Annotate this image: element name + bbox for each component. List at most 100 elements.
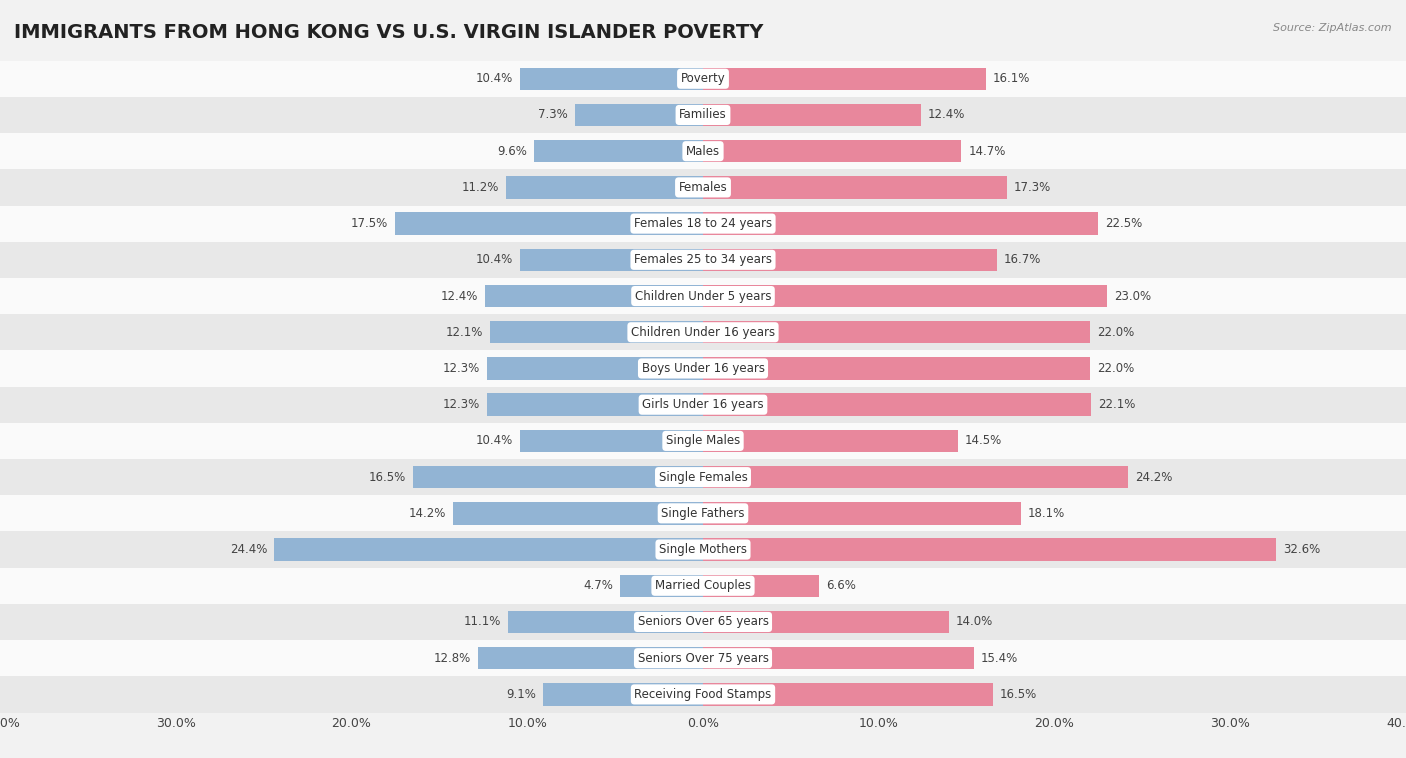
Text: 6.6%: 6.6% <box>827 579 856 592</box>
Text: Males: Males <box>686 145 720 158</box>
Text: 16.5%: 16.5% <box>368 471 406 484</box>
Text: 11.1%: 11.1% <box>464 615 501 628</box>
Text: Boys Under 16 years: Boys Under 16 years <box>641 362 765 375</box>
Bar <box>0 242 1406 278</box>
Text: 24.2%: 24.2% <box>1136 471 1173 484</box>
Bar <box>703 647 973 669</box>
Text: 14.0%: 14.0% <box>956 615 993 628</box>
Text: 14.5%: 14.5% <box>965 434 1002 447</box>
Bar <box>703 176 1007 199</box>
Bar <box>703 249 997 271</box>
Bar <box>485 285 703 307</box>
Bar <box>0 423 1406 459</box>
Bar <box>0 387 1406 423</box>
Text: 17.3%: 17.3% <box>1014 181 1052 194</box>
Text: 11.2%: 11.2% <box>461 181 499 194</box>
Text: 22.1%: 22.1% <box>1098 398 1136 411</box>
Bar <box>0 350 1406 387</box>
Text: Females 25 to 34 years: Females 25 to 34 years <box>634 253 772 266</box>
Text: 24.4%: 24.4% <box>229 543 267 556</box>
Bar <box>703 683 993 706</box>
Text: 14.2%: 14.2% <box>409 507 447 520</box>
Bar <box>0 640 1406 676</box>
Text: 12.8%: 12.8% <box>434 652 471 665</box>
Text: Females 18 to 24 years: Females 18 to 24 years <box>634 217 772 230</box>
Text: 12.3%: 12.3% <box>443 362 479 375</box>
Bar <box>478 647 703 669</box>
Text: 18.1%: 18.1% <box>1028 507 1066 520</box>
Text: Girls Under 16 years: Girls Under 16 years <box>643 398 763 411</box>
Text: Children Under 5 years: Children Under 5 years <box>634 290 772 302</box>
Bar <box>703 321 1090 343</box>
Bar <box>703 393 1091 416</box>
Bar <box>413 466 703 488</box>
Text: Single Mothers: Single Mothers <box>659 543 747 556</box>
Text: 32.6%: 32.6% <box>1282 543 1320 556</box>
Bar <box>506 176 703 199</box>
Text: 10.4%: 10.4% <box>477 72 513 85</box>
Bar <box>620 575 703 597</box>
Bar <box>0 495 1406 531</box>
Bar <box>520 430 703 452</box>
Text: 10.4%: 10.4% <box>477 434 513 447</box>
Bar <box>703 104 921 126</box>
Bar <box>703 538 1277 561</box>
Bar <box>703 575 818 597</box>
Text: 12.4%: 12.4% <box>440 290 478 302</box>
Bar <box>520 67 703 90</box>
Text: 23.0%: 23.0% <box>1114 290 1152 302</box>
Text: 16.1%: 16.1% <box>993 72 1031 85</box>
Text: Seniors Over 65 years: Seniors Over 65 years <box>637 615 769 628</box>
Bar <box>0 169 1406 205</box>
Text: Receiving Food Stamps: Receiving Food Stamps <box>634 688 772 701</box>
Text: 12.1%: 12.1% <box>446 326 484 339</box>
Text: Source: ZipAtlas.com: Source: ZipAtlas.com <box>1274 23 1392 33</box>
Text: Seniors Over 75 years: Seniors Over 75 years <box>637 652 769 665</box>
Bar <box>0 676 1406 713</box>
Bar <box>0 278 1406 314</box>
Text: Families: Families <box>679 108 727 121</box>
Text: 9.1%: 9.1% <box>506 688 536 701</box>
Text: 17.5%: 17.5% <box>352 217 388 230</box>
Bar <box>703 430 957 452</box>
Bar <box>520 249 703 271</box>
Text: Single Females: Single Females <box>658 471 748 484</box>
Text: Females: Females <box>679 181 727 194</box>
Text: 22.5%: 22.5% <box>1105 217 1143 230</box>
Text: Single Males: Single Males <box>666 434 740 447</box>
Bar <box>491 321 703 343</box>
Text: Poverty: Poverty <box>681 72 725 85</box>
Text: 16.7%: 16.7% <box>1004 253 1040 266</box>
Bar <box>0 314 1406 350</box>
Text: Children Under 16 years: Children Under 16 years <box>631 326 775 339</box>
Bar <box>703 140 962 162</box>
Text: 10.4%: 10.4% <box>477 253 513 266</box>
Text: 12.4%: 12.4% <box>928 108 966 121</box>
Text: 16.5%: 16.5% <box>1000 688 1038 701</box>
Text: 9.6%: 9.6% <box>498 145 527 158</box>
Bar <box>0 459 1406 495</box>
Bar <box>0 97 1406 133</box>
Text: 22.0%: 22.0% <box>1097 362 1133 375</box>
Bar <box>0 133 1406 169</box>
Bar <box>0 205 1406 242</box>
Bar <box>0 604 1406 640</box>
Bar <box>575 104 703 126</box>
Text: Single Fathers: Single Fathers <box>661 507 745 520</box>
Text: 4.7%: 4.7% <box>583 579 613 592</box>
Bar <box>0 531 1406 568</box>
Bar <box>395 212 703 235</box>
Bar <box>543 683 703 706</box>
Bar <box>703 67 986 90</box>
Text: 22.0%: 22.0% <box>1097 326 1133 339</box>
Text: 15.4%: 15.4% <box>981 652 1018 665</box>
Bar <box>703 285 1108 307</box>
Text: 12.3%: 12.3% <box>443 398 479 411</box>
Bar <box>703 611 949 633</box>
Bar <box>703 502 1021 525</box>
Bar <box>0 568 1406 604</box>
Bar <box>703 212 1098 235</box>
Text: Married Couples: Married Couples <box>655 579 751 592</box>
Bar <box>534 140 703 162</box>
Bar <box>486 393 703 416</box>
